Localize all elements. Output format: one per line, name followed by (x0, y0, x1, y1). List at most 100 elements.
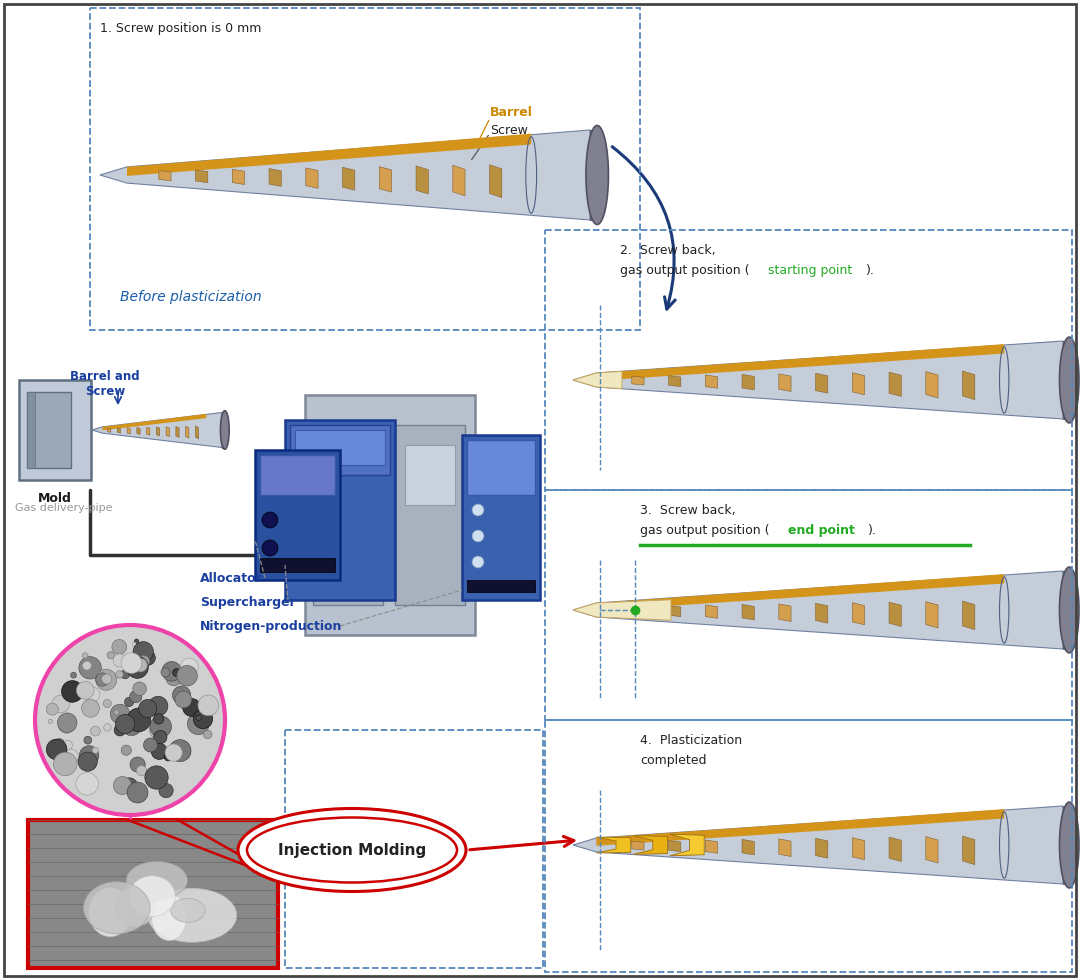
Circle shape (111, 656, 117, 661)
Polygon shape (100, 130, 590, 220)
Polygon shape (889, 602, 902, 626)
Circle shape (135, 682, 141, 689)
Circle shape (58, 671, 81, 693)
Circle shape (73, 770, 96, 794)
Text: end point: end point (788, 524, 855, 537)
Circle shape (156, 686, 175, 706)
Polygon shape (779, 839, 791, 857)
Polygon shape (596, 837, 631, 853)
Circle shape (49, 697, 63, 710)
Circle shape (132, 639, 149, 657)
Circle shape (104, 662, 121, 678)
Circle shape (35, 625, 225, 815)
Circle shape (117, 727, 125, 736)
Circle shape (133, 741, 153, 761)
Text: Injection Molding: Injection Molding (278, 843, 427, 858)
Circle shape (65, 762, 84, 782)
Circle shape (145, 669, 149, 674)
Bar (545, 490, 1072, 720)
Bar (305, 395, 475, 635)
Text: starting point: starting point (768, 264, 852, 277)
Polygon shape (118, 428, 121, 433)
Circle shape (73, 722, 89, 736)
Ellipse shape (1059, 337, 1079, 423)
Polygon shape (92, 413, 222, 448)
Circle shape (176, 747, 192, 763)
Polygon shape (416, 166, 429, 194)
Bar (28, 820, 278, 968)
Circle shape (187, 750, 195, 759)
Polygon shape (962, 601, 975, 630)
Ellipse shape (586, 125, 608, 224)
Circle shape (110, 738, 119, 747)
Polygon shape (742, 840, 754, 855)
Circle shape (262, 540, 278, 556)
Polygon shape (453, 166, 465, 196)
Polygon shape (1063, 806, 1072, 884)
Circle shape (84, 719, 98, 734)
Circle shape (262, 512, 278, 528)
Bar (467, 580, 535, 592)
Bar (255, 450, 340, 580)
Circle shape (72, 715, 93, 736)
Circle shape (50, 745, 63, 758)
Polygon shape (596, 344, 1004, 381)
Text: completed: completed (640, 754, 706, 767)
Circle shape (107, 769, 118, 781)
Circle shape (99, 661, 121, 682)
Ellipse shape (119, 889, 173, 939)
Circle shape (178, 756, 199, 776)
Bar (27, 392, 35, 468)
Polygon shape (379, 167, 392, 192)
Circle shape (174, 745, 194, 765)
Circle shape (164, 761, 187, 785)
Text: gas output position (: gas output position ( (620, 264, 750, 277)
Polygon shape (889, 837, 902, 861)
Circle shape (76, 670, 84, 680)
Polygon shape (157, 427, 160, 436)
Polygon shape (815, 838, 827, 858)
Ellipse shape (220, 411, 229, 449)
Bar (285, 730, 543, 968)
Bar (323, 445, 373, 505)
Polygon shape (147, 427, 150, 435)
Circle shape (150, 643, 159, 652)
Circle shape (131, 654, 139, 663)
Circle shape (130, 687, 145, 703)
Polygon shape (489, 165, 502, 198)
Polygon shape (573, 371, 622, 389)
Circle shape (48, 684, 67, 704)
Circle shape (202, 739, 212, 748)
Circle shape (188, 722, 203, 737)
Polygon shape (573, 341, 1063, 419)
Ellipse shape (167, 877, 219, 925)
Bar (285, 420, 395, 600)
Circle shape (123, 737, 139, 753)
Circle shape (72, 719, 86, 733)
Circle shape (64, 727, 76, 740)
Polygon shape (779, 604, 791, 621)
Circle shape (159, 645, 181, 668)
Bar (545, 720, 1072, 972)
Polygon shape (852, 372, 865, 395)
Text: Gas delivery-pipe: Gas delivery-pipe (15, 503, 112, 513)
Circle shape (157, 663, 168, 675)
Bar (295, 430, 384, 465)
Polygon shape (669, 375, 680, 387)
Ellipse shape (156, 848, 226, 886)
Circle shape (160, 734, 173, 747)
Text: 2.  Screw back,: 2. Screw back, (620, 244, 716, 257)
Polygon shape (590, 130, 600, 220)
Ellipse shape (95, 871, 141, 904)
Circle shape (131, 788, 138, 797)
Bar (545, 230, 1072, 490)
Text: Allocator: Allocator (200, 571, 262, 584)
Polygon shape (573, 571, 1063, 649)
Polygon shape (815, 373, 827, 393)
Ellipse shape (1059, 567, 1079, 653)
Circle shape (66, 694, 79, 707)
Polygon shape (186, 426, 189, 438)
Text: ).: ). (866, 264, 875, 277)
Circle shape (62, 747, 69, 754)
Polygon shape (342, 168, 355, 190)
